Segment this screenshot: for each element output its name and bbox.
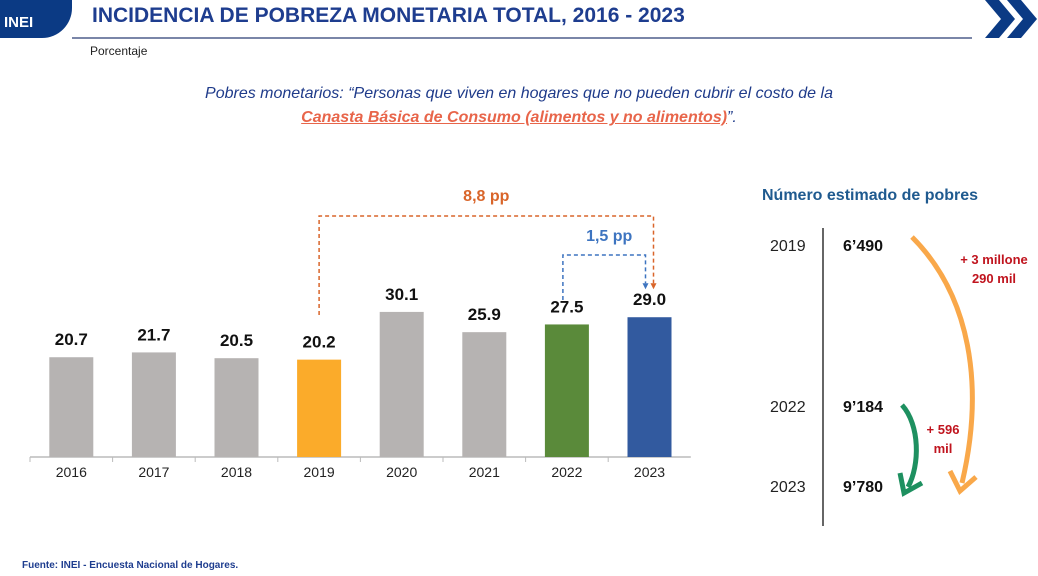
bar-2017 [131, 352, 176, 457]
x-tick-label: 2017 [138, 464, 169, 480]
row-year: 2019 [770, 238, 806, 255]
increase-line: + 596 [926, 422, 960, 437]
increase-line: mil [933, 441, 953, 456]
data-label: 20.7 [55, 330, 88, 349]
header-divider [72, 37, 972, 39]
annotation-arrowhead [650, 283, 657, 290]
x-tick-label: 2019 [304, 464, 335, 480]
x-tick-label: 2021 [469, 464, 500, 480]
annotation-arrowhead [642, 283, 649, 290]
row-year: 2022 [770, 399, 806, 416]
increase-short-label: + 596 mil [916, 420, 970, 458]
annotation-label: 1,5 pp [586, 228, 632, 245]
x-tick-label: 2018 [221, 464, 252, 480]
bar-chart: 20.7 2016 21.7 2017 20.5 2018 20.2 2019 30.1 2020… [29, 188, 691, 480]
annotation-bracket [562, 254, 647, 300]
annotation-label: 8,8 pp [463, 188, 509, 205]
logo-text: INEI [4, 14, 34, 31]
bar-2016 [49, 357, 94, 457]
inei-logo: INEI [0, 0, 72, 38]
data-label: 20.2 [303, 333, 336, 352]
x-tick-label: 2016 [56, 464, 87, 480]
data-label: 29.0 [633, 290, 666, 309]
chevron-decoration-icon [985, 0, 1037, 38]
row-value: 6’490 [843, 238, 884, 255]
vertical-divider [822, 228, 824, 526]
bar-2020 [379, 311, 424, 457]
increase-line: + 3 millone [960, 252, 1028, 267]
bar-2019 [297, 359, 342, 457]
data-label: 27.5 [550, 297, 583, 316]
definition-text: Pobres monetarios: “Personas que viven e… [0, 82, 1038, 130]
x-tick-label: 2023 [634, 464, 665, 480]
x-tick-label: 2022 [551, 464, 582, 480]
bar-2018 [214, 358, 259, 457]
annotation-bracket [318, 215, 655, 315]
bar-2023 [627, 317, 672, 457]
data-label: 20.5 [220, 331, 253, 350]
data-label: 21.7 [137, 325, 170, 344]
bar-2022 [544, 324, 589, 457]
source-note: Fuente: INEI - Encuesta Nacional de Hoga… [22, 560, 239, 571]
row-value: 9’184 [843, 399, 884, 416]
page-title: INCIDENCIA DE POBREZA MONETARIA TOTAL, 2… [92, 4, 685, 27]
x-tick-label: 2020 [386, 464, 417, 480]
definition-end: ”. [727, 109, 737, 126]
bar-2021 [462, 332, 507, 457]
right-panel-title: Número estimado de pobres [762, 187, 979, 204]
row-value: 9’780 [843, 479, 884, 496]
data-label: 25.9 [468, 305, 501, 324]
definition-line: Pobres monetarios: “Personas que viven e… [205, 85, 833, 102]
definition-highlight: Canasta Básica de Consumo (alimentos y n… [301, 109, 728, 126]
increase-long-label: + 3 millone 290 mil [950, 250, 1038, 288]
row-year: 2023 [770, 479, 806, 496]
increase-arrows-icon [897, 235, 978, 497]
data-label: 30.1 [385, 285, 418, 304]
unit-label: Porcentaje [90, 44, 148, 58]
increase-line: 290 mil [971, 271, 1017, 286]
